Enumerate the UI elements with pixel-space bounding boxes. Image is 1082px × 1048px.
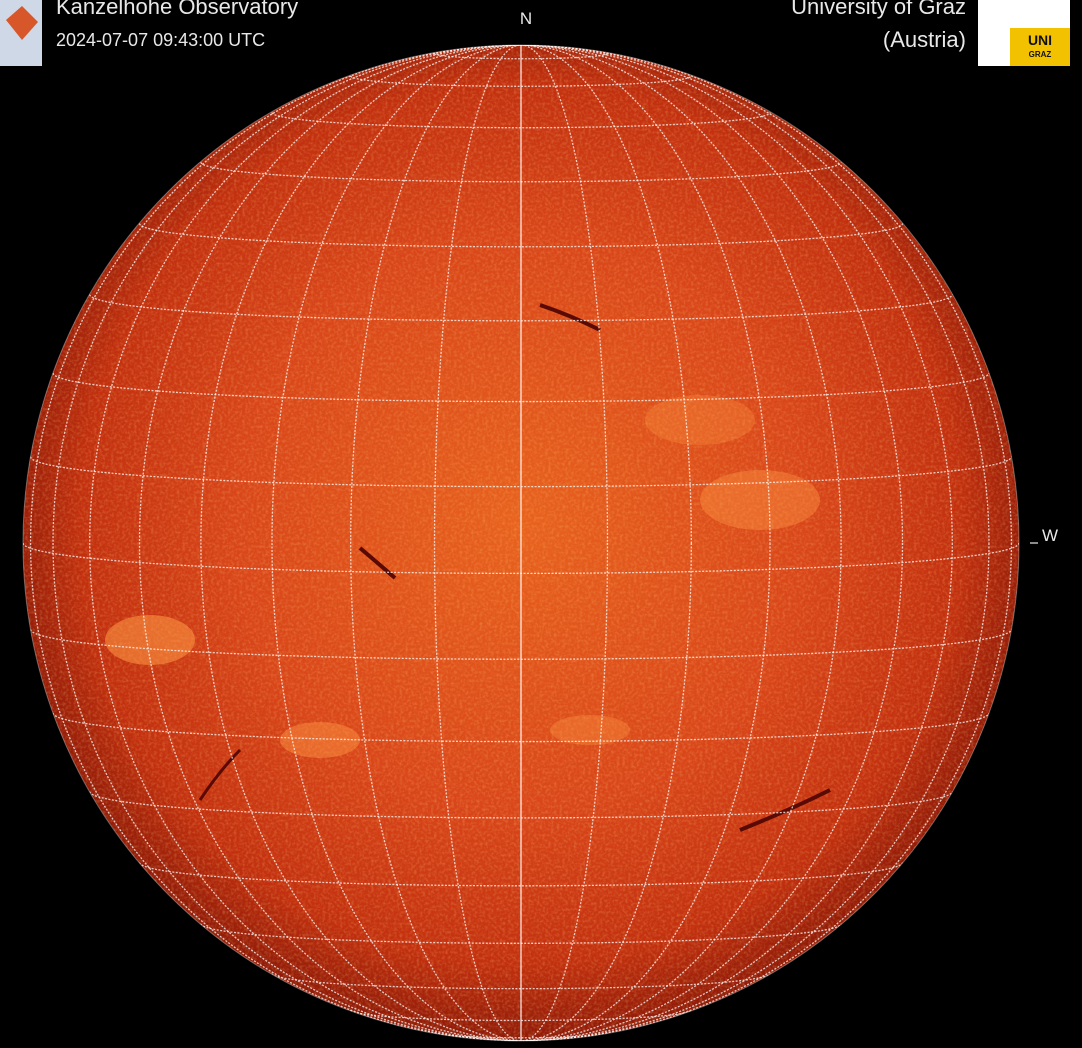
institution: University of Graz xyxy=(791,0,966,19)
latitude-line xyxy=(200,923,842,944)
meridian xyxy=(52,45,990,1041)
latitude-line xyxy=(89,791,953,819)
latitude-line xyxy=(271,973,771,990)
latitude-line xyxy=(89,294,953,322)
logo-line2: GRAZ xyxy=(1029,50,1052,59)
observatory-name: Kanzelhohe Observatory xyxy=(56,0,298,19)
latitude-line xyxy=(23,542,1019,575)
latitude-line xyxy=(271,112,771,129)
plage-regions xyxy=(105,303,831,832)
latitude-line xyxy=(200,162,842,183)
meridian xyxy=(89,45,953,1041)
latitude-line xyxy=(350,75,692,87)
latitude-line xyxy=(29,456,1013,488)
meridian xyxy=(200,45,842,1041)
latitude-line xyxy=(52,372,990,403)
country: (Austria) xyxy=(883,27,966,52)
meridian xyxy=(433,45,609,1041)
kso-logo-mark xyxy=(6,6,38,40)
timestamp: 2024-07-07 09:43:00 UTC xyxy=(56,30,265,50)
latitude-line xyxy=(350,1009,692,1022)
west-label: W xyxy=(1042,526,1058,545)
meridian xyxy=(350,45,692,1041)
latitude-line xyxy=(29,629,1013,660)
heliographic-grid xyxy=(23,45,1019,1041)
north-label: N xyxy=(520,9,532,28)
meridian xyxy=(29,45,1013,1041)
logo-line1: UNI xyxy=(1028,32,1052,48)
uni-logo-block xyxy=(1010,28,1070,66)
limb xyxy=(22,44,1020,1042)
latitude-line xyxy=(52,712,990,743)
meridian xyxy=(271,45,771,1041)
meridian xyxy=(138,45,904,1041)
